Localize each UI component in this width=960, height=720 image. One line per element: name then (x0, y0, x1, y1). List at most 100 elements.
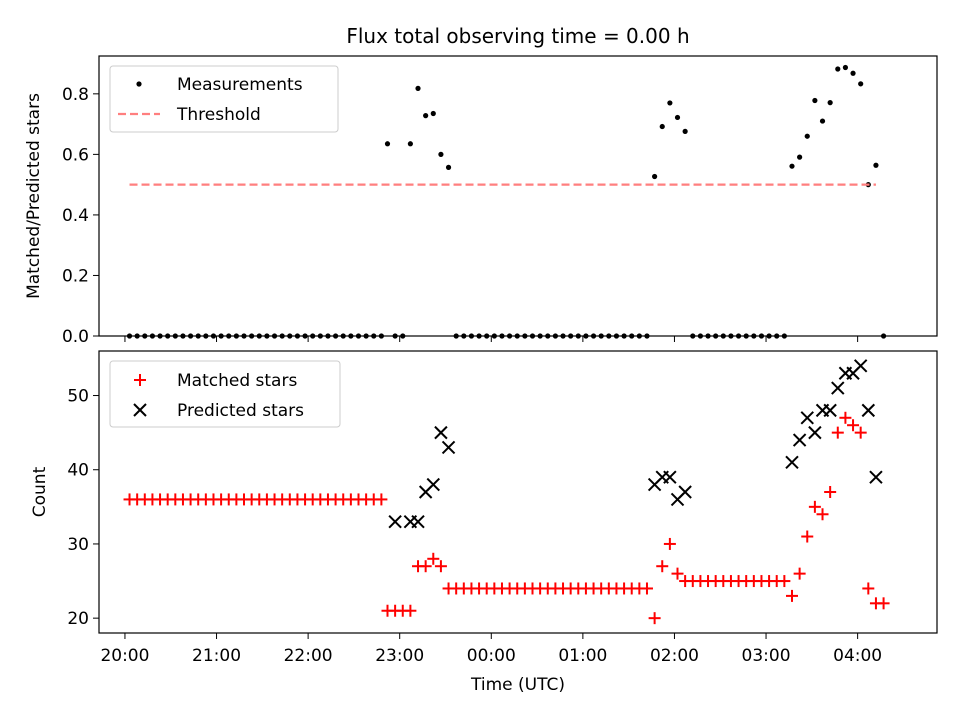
y-tick-label: 40 (67, 461, 89, 481)
predicted-stars-point (663, 470, 677, 484)
measurements-point (850, 70, 856, 76)
measurements-point (812, 97, 818, 104)
matched-stars-point (831, 426, 844, 439)
measurements-point (797, 154, 803, 160)
predicted-stars-point (411, 514, 425, 529)
x-axis-label: Time (UTC) (470, 675, 565, 695)
x-tick-label: 21:00 (192, 646, 241, 666)
matched-stars-point (785, 589, 798, 602)
measurements-point (415, 85, 421, 91)
x-tick-label: 00:00 (467, 646, 516, 666)
x-tick-label: 01:00 (558, 646, 607, 666)
top-legend: Measurements Threshold (109, 65, 339, 133)
y-tick-label: 0.4 (62, 206, 89, 226)
matched-stars-point (427, 552, 440, 565)
matched-stars-point (656, 560, 669, 573)
x-tick-label: 03:00 (742, 646, 791, 666)
x-tick-label: 20:00 (100, 646, 149, 666)
matched-stars-point (640, 582, 653, 595)
predicted-stars-point (861, 403, 876, 418)
matched-stars-point (671, 567, 684, 580)
y-tick-label: 30 (67, 535, 89, 555)
measurements-point (652, 173, 658, 180)
predicted-stars-point (800, 411, 814, 425)
bottom-x-ticks: 20:00 21:00 22:00 23:00 00:00 01:00 02:00 03:00… (100, 633, 882, 666)
predicted-stars-point (678, 485, 692, 499)
measurements-point (667, 100, 673, 106)
predicted-stars-point (785, 455, 799, 470)
top-panel: 0.00.20.40.60.8 Matched/Predicted stars … (24, 55, 938, 347)
y-tick-label: 0.6 (62, 145, 89, 165)
matched-stars-point (816, 508, 829, 521)
legend-label-predicted-stars: Predicted stars (177, 401, 304, 421)
predicted-stars-point (823, 403, 837, 418)
predicted-stars-point (808, 425, 822, 440)
measurements-point (789, 163, 795, 169)
top-plot-marks (126, 64, 887, 339)
x-tick-label: 23:00 (375, 646, 424, 666)
matched-stars-point (847, 419, 860, 432)
measurements-point (858, 81, 864, 87)
matched-stars-point (877, 597, 890, 610)
y-tick-label: 50 (67, 387, 89, 407)
measurements-point (430, 110, 436, 117)
bottom-plot-marks (123, 359, 890, 625)
bottom-y-ticks: 20 30 40 50 (67, 387, 99, 629)
measurements-point (384, 141, 391, 147)
legend-marker-measurements (136, 81, 142, 87)
matched-stars-point (648, 612, 661, 625)
y-tick-label: 0.0 (62, 327, 89, 347)
measurements-point (445, 164, 452, 170)
top-chart-title: Flux total observing time = 0.00 h (346, 24, 689, 48)
legend-marker-matched-stars (134, 374, 146, 386)
predicted-stars-point (426, 477, 440, 492)
measurements-point (804, 133, 810, 139)
bottom-legend: Matched stars Predicted stars (109, 360, 341, 428)
predicted-stars-point (388, 514, 402, 529)
predicted-stars-point (441, 440, 456, 455)
bottom-y-axis-label: Count (30, 466, 50, 517)
matched-stars-point (793, 567, 806, 580)
matched-stars-point (434, 560, 447, 573)
legend-label-threshold: Threshold (176, 105, 261, 125)
matched-stars-point (824, 486, 837, 498)
predicted-stars-point (869, 470, 883, 484)
matched-stars-point (808, 500, 821, 513)
matched-stars-point (375, 493, 388, 506)
measurements-point (659, 123, 665, 130)
measurements-point (827, 100, 833, 106)
predicted-stars-point (831, 381, 845, 395)
measurements-point (423, 113, 429, 119)
legend-label-matched-stars: Matched stars (177, 371, 297, 391)
y-tick-label: 20 (67, 609, 89, 629)
matched-stars-point (404, 604, 417, 617)
measurements-point (873, 162, 879, 168)
measurements-point (835, 66, 841, 72)
measurements-point (819, 118, 826, 124)
top-axes-frame (98, 55, 938, 337)
x-tick-label: 22:00 (284, 646, 333, 666)
predicted-stars-point (792, 433, 807, 447)
legend-label-measurements: Measurements (177, 75, 303, 95)
y-tick-label: 0.8 (62, 85, 89, 105)
legend-marker-predicted-stars (133, 403, 147, 417)
measurements-point (438, 151, 444, 157)
bottom-panel: 20 30 40 50 20:00 21:00 22:00 23:00 00:00 01:00 0… (30, 350, 938, 695)
matched-stars-point (862, 582, 875, 595)
matched-stars-point (801, 530, 814, 543)
x-tick-label: 04:00 (833, 646, 882, 666)
top-legend-box (109, 65, 339, 133)
measurements-point (842, 64, 849, 71)
matched-stars-point (778, 575, 791, 588)
top-y-ticks: 0.0 0.2 0.4 0.6 0.8 (62, 85, 99, 347)
top-y-axis-label: Matched/Predicted stars (24, 93, 44, 299)
predicted-stars-point (434, 425, 448, 440)
y-tick-label: 0.2 (62, 266, 89, 286)
matched-stars-point (839, 411, 852, 424)
bottom-axes-frame (98, 350, 938, 634)
measurements-point (682, 128, 688, 134)
matched-stars-point (854, 426, 867, 439)
bottom-legend-box (109, 360, 341, 428)
matched-stars-point (663, 537, 676, 550)
